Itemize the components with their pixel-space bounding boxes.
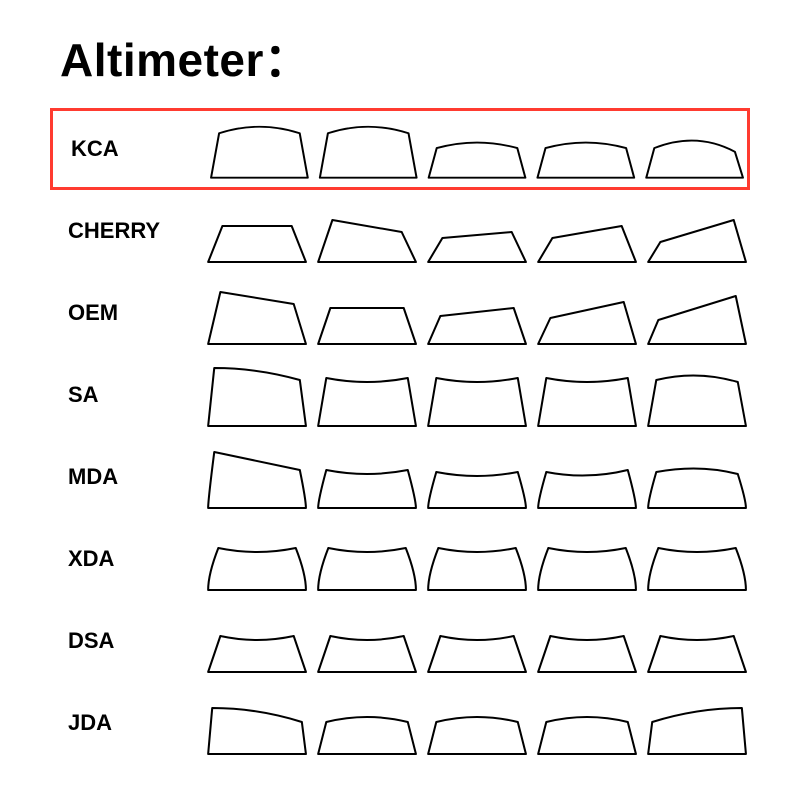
keycap-outline (537, 143, 634, 178)
keycap-outline (538, 636, 636, 672)
keycap-outline (208, 226, 306, 262)
profile-label: OEM (50, 300, 200, 326)
keycap-outline (538, 302, 636, 344)
keycap-outline (538, 717, 636, 754)
keycap-outline (648, 468, 746, 508)
keycap-outline (646, 141, 743, 178)
profile-row: XDA (50, 518, 750, 600)
profile-caps (200, 436, 750, 518)
profile-row: KCA (50, 108, 750, 190)
profile-caps (200, 190, 750, 272)
keycap-outline (648, 375, 746, 426)
keycap-outline (428, 717, 526, 754)
profile-label: KCA (53, 136, 203, 162)
profile-caps (203, 111, 747, 187)
keycap-outline (318, 470, 416, 508)
keycap-outline (648, 636, 746, 672)
profile-caps (200, 682, 750, 764)
keycap-outline (208, 636, 306, 672)
keycap-altimeter-page: Altimeter： KCA CHERRY OEM SA MDA XDA DSA JDA (0, 0, 800, 800)
profile-row: SA (50, 354, 750, 436)
keycap-outline (428, 636, 526, 672)
profile-label: XDA (50, 546, 200, 572)
keycap-outline (428, 472, 526, 508)
profile-label: MDA (50, 464, 200, 490)
profile-label: SA (50, 382, 200, 408)
profile-label: DSA (50, 628, 200, 654)
profile-caps (200, 272, 750, 354)
profile-row: DSA (50, 600, 750, 682)
keycap-outline (208, 548, 306, 590)
keycap-outline (538, 470, 636, 508)
keycap-outline (648, 708, 746, 754)
keycap-outline (648, 548, 746, 590)
keycap-outline (429, 143, 526, 178)
profile-caps (200, 518, 750, 600)
keycap-outline (208, 452, 306, 508)
keycap-outline (538, 548, 636, 590)
keycap-outline (428, 232, 526, 262)
keycap-outline (428, 308, 526, 344)
keycap-outline (208, 368, 306, 426)
profile-row: CHERRY (50, 190, 750, 272)
keycap-outline (318, 717, 416, 754)
keycap-outline (318, 308, 416, 344)
keycap-outline (211, 127, 308, 178)
keycap-outline (208, 292, 306, 344)
keycap-outline (318, 220, 416, 262)
profile-label: JDA (50, 710, 200, 736)
page-title: Altimeter： (60, 24, 310, 90)
keycap-outline (538, 226, 636, 262)
keycap-outline (428, 548, 526, 590)
profile-row: MDA (50, 436, 750, 518)
keycap-outline (648, 220, 746, 262)
keycap-outline (320, 127, 417, 178)
keycap-outline (318, 378, 416, 426)
profile-row: JDA (50, 682, 750, 764)
profile-row: OEM (50, 272, 750, 354)
keycap-outline (208, 708, 306, 754)
profile-caps (200, 600, 750, 682)
keycap-outline (318, 548, 416, 590)
profile-label: CHERRY (50, 218, 200, 244)
keycap-outline (318, 636, 416, 672)
profile-rows: KCA CHERRY OEM SA MDA XDA DSA JDA (50, 108, 750, 764)
keycap-outline (648, 296, 746, 344)
keycap-outline (538, 378, 636, 426)
keycap-outline (428, 378, 526, 426)
profile-caps (200, 354, 750, 436)
